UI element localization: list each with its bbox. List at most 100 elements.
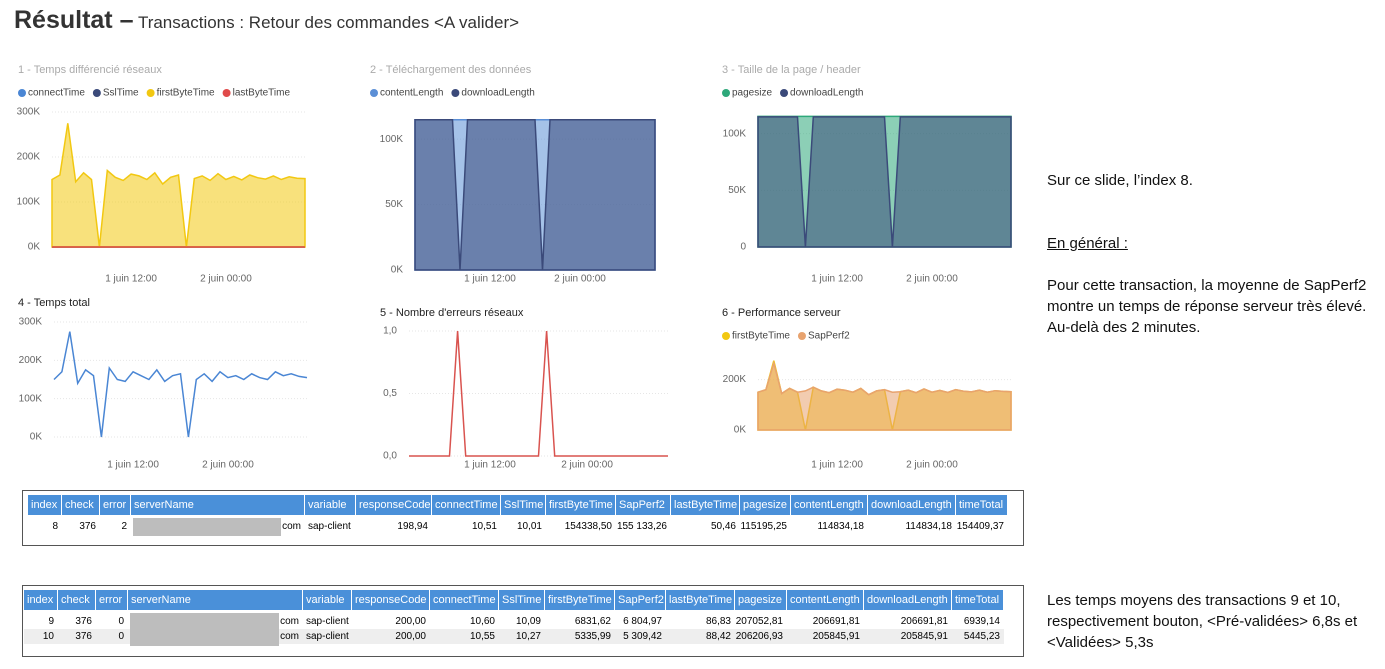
table-cell: 10,60 <box>469 616 495 627</box>
table-cell: 205845,91 <box>900 631 948 642</box>
area <box>414 119 656 271</box>
area <box>51 123 306 248</box>
table-cell: 207052,81 <box>735 616 783 627</box>
note: Les temps moyens des transactions 9 et 1… <box>1047 592 1358 651</box>
x-tick-label: 2 juin 00:00 <box>202 460 254 471</box>
table-cell: 0 <box>118 631 124 642</box>
y-tick-label: 0K <box>28 242 41 253</box>
table-cell: 10,27 <box>515 631 541 642</box>
table-cell: 205845,91 <box>812 631 860 642</box>
table-header: responseCode <box>356 495 432 515</box>
table-cell: 198,94 <box>397 521 428 532</box>
line <box>53 331 308 438</box>
x-tick-label: 2 juin 00:00 <box>561 460 613 471</box>
table-cell: com <box>280 616 299 627</box>
y-tick-label: 200K <box>19 355 43 366</box>
table-header: SslTime <box>499 590 545 610</box>
chart-title: 5 - Nombre d'erreurs réseaux <box>380 307 524 319</box>
table-header: timeTotal <box>956 495 1008 515</box>
table-header: SslTime <box>501 495 546 515</box>
table-border <box>22 585 1024 657</box>
x-tick-label: 1 juin 12:00 <box>105 274 157 285</box>
note-heading: En général : <box>1047 235 1128 252</box>
legend-marker <box>722 332 730 340</box>
table-header: contentLength <box>791 495 868 515</box>
y-tick-label: 200K <box>17 152 41 163</box>
table-header: variable <box>305 495 356 515</box>
table-border <box>22 490 1024 546</box>
note: Pour cette transaction, la moyenne de Sa… <box>1047 277 1367 336</box>
charts: 1 - Temps différencié réseaux 0K 100K 200K 3… <box>17 64 1012 471</box>
table-cell: 154338,50 <box>564 521 612 532</box>
y-tick-label: 1,0 <box>383 326 397 337</box>
table-header: index <box>28 495 62 515</box>
table-cell: 200,00 <box>395 616 426 627</box>
table-header: downloadLength <box>868 495 956 515</box>
table-cell: 50,46 <box>710 521 736 532</box>
legend-label: connectTime <box>28 88 85 99</box>
table-cell: 206206,93 <box>735 631 783 642</box>
table-header: connectTime <box>432 495 501 515</box>
table-header: firstByteTime <box>546 495 616 515</box>
legend-label: downloadLength <box>461 88 534 99</box>
legend-marker <box>222 89 231 97</box>
x-tick-label: 1 juin 12:00 <box>811 460 863 471</box>
y-tick-label: 100K <box>19 393 43 404</box>
y-tick-label: 0K <box>30 432 43 443</box>
table-cell: sap-client <box>306 631 349 642</box>
y-tick-label: 300K <box>19 317 43 328</box>
table-cell: 10,01 <box>516 521 542 532</box>
legend-marker <box>780 89 789 97</box>
table-cell: com <box>282 521 301 532</box>
chart-title: 4 - Temps total <box>18 297 90 309</box>
table-cell: 376 <box>75 616 92 627</box>
legend-label: SapPerf2 <box>808 331 850 342</box>
y-tick-label: 50K <box>385 199 403 210</box>
y-tick-label: 0,5 <box>383 388 397 399</box>
legend-label: downloadLength <box>790 88 863 99</box>
table-header: check <box>62 495 100 515</box>
table-cell: com <box>280 631 299 642</box>
legend-label: SslTime <box>103 88 139 99</box>
legend-marker <box>797 332 806 340</box>
table-cell: 155 133,26 <box>616 521 667 532</box>
legend-marker <box>451 89 460 97</box>
legend-marker <box>18 89 26 97</box>
legend-marker <box>722 89 730 97</box>
table-cell: 154409,37 <box>956 521 1004 532</box>
table-cell: 6 804,97 <box>623 616 662 627</box>
x-tick-label: 2 juin 00:00 <box>906 274 958 285</box>
table-header: contentLength <box>787 590 864 610</box>
title: Résultat – <box>14 6 134 34</box>
table-cell: 376 <box>75 631 92 642</box>
subtitle: Transactions : Retour des commandes <A v… <box>137 13 520 32</box>
table-header: error <box>100 495 131 515</box>
y-tick-label: 50K <box>728 185 746 196</box>
table-header: serverName <box>128 590 303 610</box>
y-tick-label: 0 <box>740 242 746 253</box>
table-cell: 10,09 <box>515 616 541 627</box>
table-cell: 6939,14 <box>963 616 1000 627</box>
y-tick-label: 300K <box>17 107 41 118</box>
table-header: pagesize <box>740 495 791 515</box>
x-tick-label: 1 juin 12:00 <box>464 274 516 285</box>
table-cell: 88,42 <box>705 631 731 642</box>
table-header: variable <box>303 590 352 610</box>
header: Résultat – Transactions : Retour des com… <box>14 6 519 35</box>
table-header: connectTime <box>430 590 499 610</box>
table-cell: 8 <box>52 521 58 532</box>
x-tick-label: 1 juin 12:00 <box>107 460 159 471</box>
chart-title: 2 - Téléchargement des données <box>370 64 532 76</box>
table-header: pagesize <box>735 590 787 610</box>
table-cell: 10,55 <box>469 631 495 642</box>
legend-label: contentLength <box>380 88 443 99</box>
line <box>409 330 668 457</box>
y-tick-label: 100K <box>723 128 747 139</box>
legend-marker <box>92 89 101 97</box>
legend-marker <box>146 89 155 97</box>
table-cell: 2 <box>121 521 127 532</box>
x-tick-label: 1 juin 12:00 <box>811 274 863 285</box>
table-header: firstByteTime <box>545 590 615 610</box>
x-tick-label: 1 juin 12:00 <box>464 460 516 471</box>
